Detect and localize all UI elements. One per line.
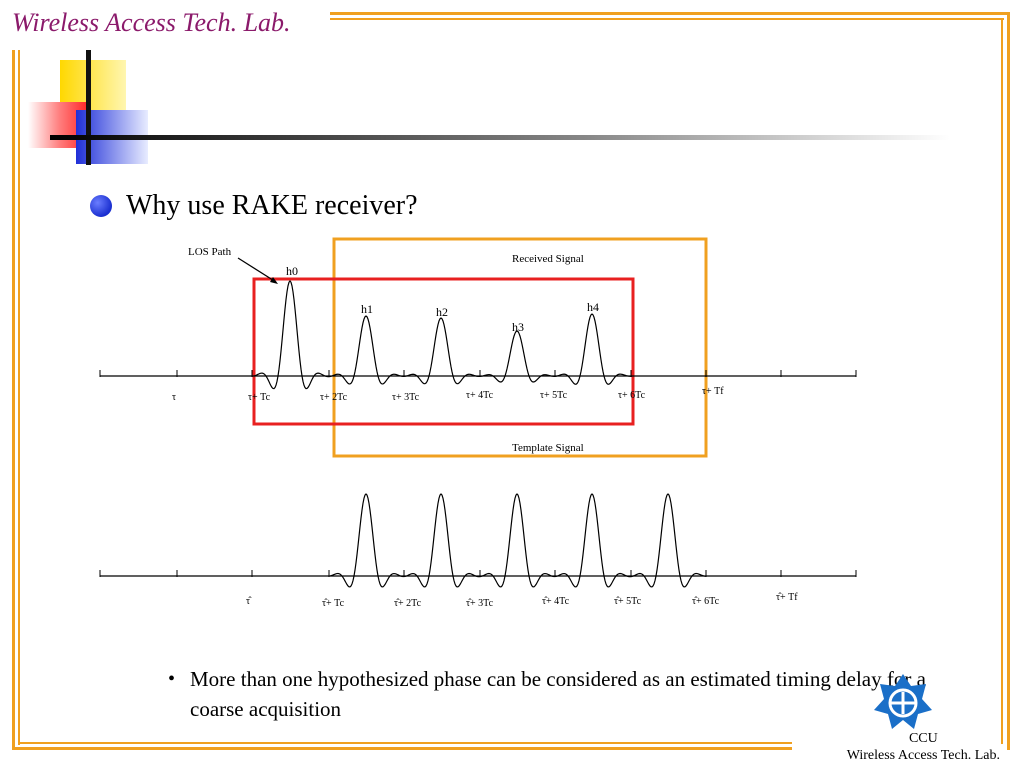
bottom-tick-label-7: τ̂+ Tf: [776, 592, 798, 603]
peak-label-h4: h4: [587, 300, 599, 314]
footer-lab: Wireless Access Tech. Lab.: [846, 748, 1000, 763]
frame-bottom-line: [12, 747, 792, 750]
bottom-tick-label-0: τ̂: [246, 596, 252, 607]
top-tick-label-7: τ+ Tf: [702, 386, 724, 397]
heading-text: Why use RAKE receiver?: [126, 190, 418, 221]
frame-left-line: [12, 50, 15, 750]
lab-title: Wireless Access Tech. Lab.: [12, 8, 297, 38]
received-signal-label: Received Signal: [512, 253, 584, 265]
ccu-logo-icon: [874, 674, 932, 729]
vertical-bar: [86, 50, 91, 165]
template-signal-label: Template Signal: [512, 442, 584, 454]
frame-right-line: [1007, 12, 1010, 750]
footer: CCU Wireless Access Tech. Lab.: [847, 730, 1000, 764]
footer-ccu: CCU: [908, 731, 938, 746]
top-tick-label-1: τ+ Tc: [248, 392, 271, 403]
peak-label-h0: h0: [286, 264, 298, 278]
template-waveform: [329, 493, 707, 588]
top-tick-label-6: τ+ 6Tc: [618, 390, 646, 401]
bottom-tick-label-2: τ̂+ 2Tc: [394, 598, 422, 609]
sub-bullet-text: More than one hypothesized phase can be …: [190, 667, 926, 721]
bottom-tick-label-6: τ̂+ 6Tc: [692, 596, 720, 607]
top-tick-label-4: τ+ 4Tc: [466, 390, 494, 401]
frame-top-line-inner: [330, 18, 1004, 20]
bottom-tick-label-1: τ̂+ Tc: [322, 598, 345, 609]
peak-label-h1: h1: [361, 302, 373, 316]
sub-bullet-item: • More than one hypothesized phase can b…: [168, 664, 930, 724]
rake-figure: Received Signal Template Signal LOS Path…: [99, 237, 857, 609]
top-tick-label-0: τ: [172, 392, 176, 403]
peak-label-h2: h2: [436, 305, 448, 319]
top-tick-label-5: τ+ 5Tc: [540, 390, 568, 401]
los-arrow: [237, 257, 277, 283]
bottom-tick-label-3: τ̂+ 3Tc: [466, 598, 494, 609]
received-waveform: [253, 280, 633, 390]
los-arrow-head: [270, 277, 278, 284]
frame-right-line-inner: [1001, 18, 1003, 744]
top-tick-label-3: τ+ 3Tc: [392, 392, 420, 403]
frame-bottom-line-inner: [18, 742, 792, 744]
peak-label-h3: h3: [512, 320, 524, 334]
corner-decoration: [28, 50, 950, 165]
top-tick-label-2: τ+ 2Tc: [320, 392, 348, 403]
horizontal-rule: [50, 135, 950, 140]
los-path-label: LOS Path: [188, 246, 232, 258]
bullet-dot-icon: [90, 195, 112, 217]
frame-left-line-inner: [18, 50, 20, 745]
frame-top-line: [330, 12, 1010, 15]
bottom-tick-label-5: τ̂+ 5Tc: [614, 596, 642, 607]
received-signal-box: [332, 237, 708, 458]
template-signal-box: [252, 277, 635, 426]
bottom-tick-label-4: τ̂+ 4Tc: [542, 596, 570, 607]
sub-bullet-dot-icon: •: [168, 668, 176, 690]
slide-heading: Why use RAKE receiver?: [90, 190, 418, 222]
